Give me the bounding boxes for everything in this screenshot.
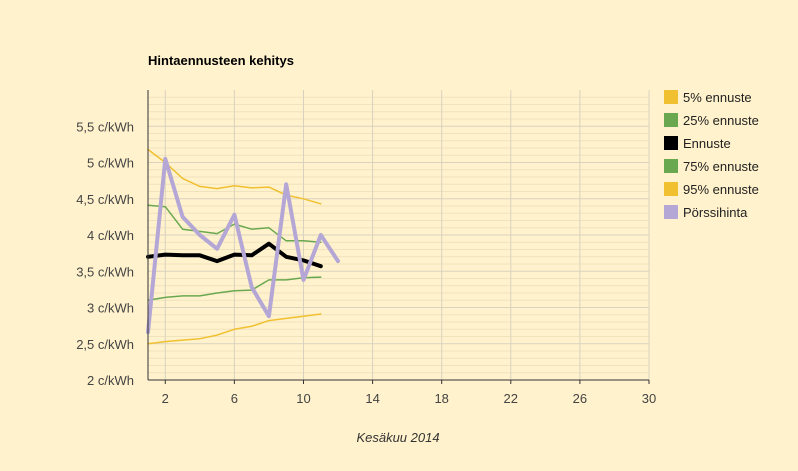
series-line-p-rssihinta [146,156,340,335]
legend-label: Ennuste [683,136,731,151]
legend-swatch [664,159,678,173]
legend-swatch [664,182,678,196]
y-tick-label: 3,5 c/kWh [76,264,134,279]
y-tick-label: 4,5 c/kWh [76,192,134,207]
series-line-25-ennuste [147,204,322,244]
x-tick-label: 10 [296,391,310,406]
x-tick-label: 30 [642,391,656,406]
legend: 5% ennuste 25% ennuste Ennuste 75% ennuste 9… [664,90,759,220]
legend-swatch [664,113,678,127]
legend-label: 5% ennuste [683,90,752,105]
x-tick-label: 14 [365,391,379,406]
legend-swatch [664,205,678,219]
legend-label: Pörssihinta [683,205,748,220]
x-tick-label: 2 [162,391,169,406]
y-tick-label: 5,5 c/kWh [76,119,134,134]
y-tick-label: 5 c/kWh [87,156,134,171]
y-tick-label: 3 c/kWh [87,301,134,316]
legend-label: 95% ennuste [683,182,759,197]
x-tick-label: 6 [231,391,238,406]
x-tick-label: 18 [434,391,448,406]
chart-title: Hintaennusteen kehitys [148,53,294,68]
legend-label: 25% ennuste [683,113,759,128]
y-tick-label: 2,5 c/kWh [76,337,134,352]
series-line-5-ennuste [147,148,322,205]
legend-swatch [664,136,678,150]
series-line-95-ennuste [147,313,322,345]
x-axis-label: Kesäkuu 2014 [356,430,439,445]
y-axis-ticks: 2 c/kWh 2,5 c/kWh 3 c/kWh 3,5 c/kWh 4 c/kWh 4… [76,119,134,388]
y-tick-label: 2 c/kWh [87,373,134,388]
y-tick-label: 4 c/kWh [87,228,134,243]
series-line-75-ennuste [147,276,322,302]
axes [147,90,649,381]
x-axis-ticks: 2 6 10 14 18 22 26 30 [162,380,656,406]
grid-lines [148,90,650,380]
x-tick-label: 26 [573,391,587,406]
x-tick-label: 22 [504,391,518,406]
series-line-ennuste [146,241,323,269]
legend-swatch [664,90,678,104]
series-lines [146,148,340,345]
legend-label: 75% ennuste [683,159,759,174]
